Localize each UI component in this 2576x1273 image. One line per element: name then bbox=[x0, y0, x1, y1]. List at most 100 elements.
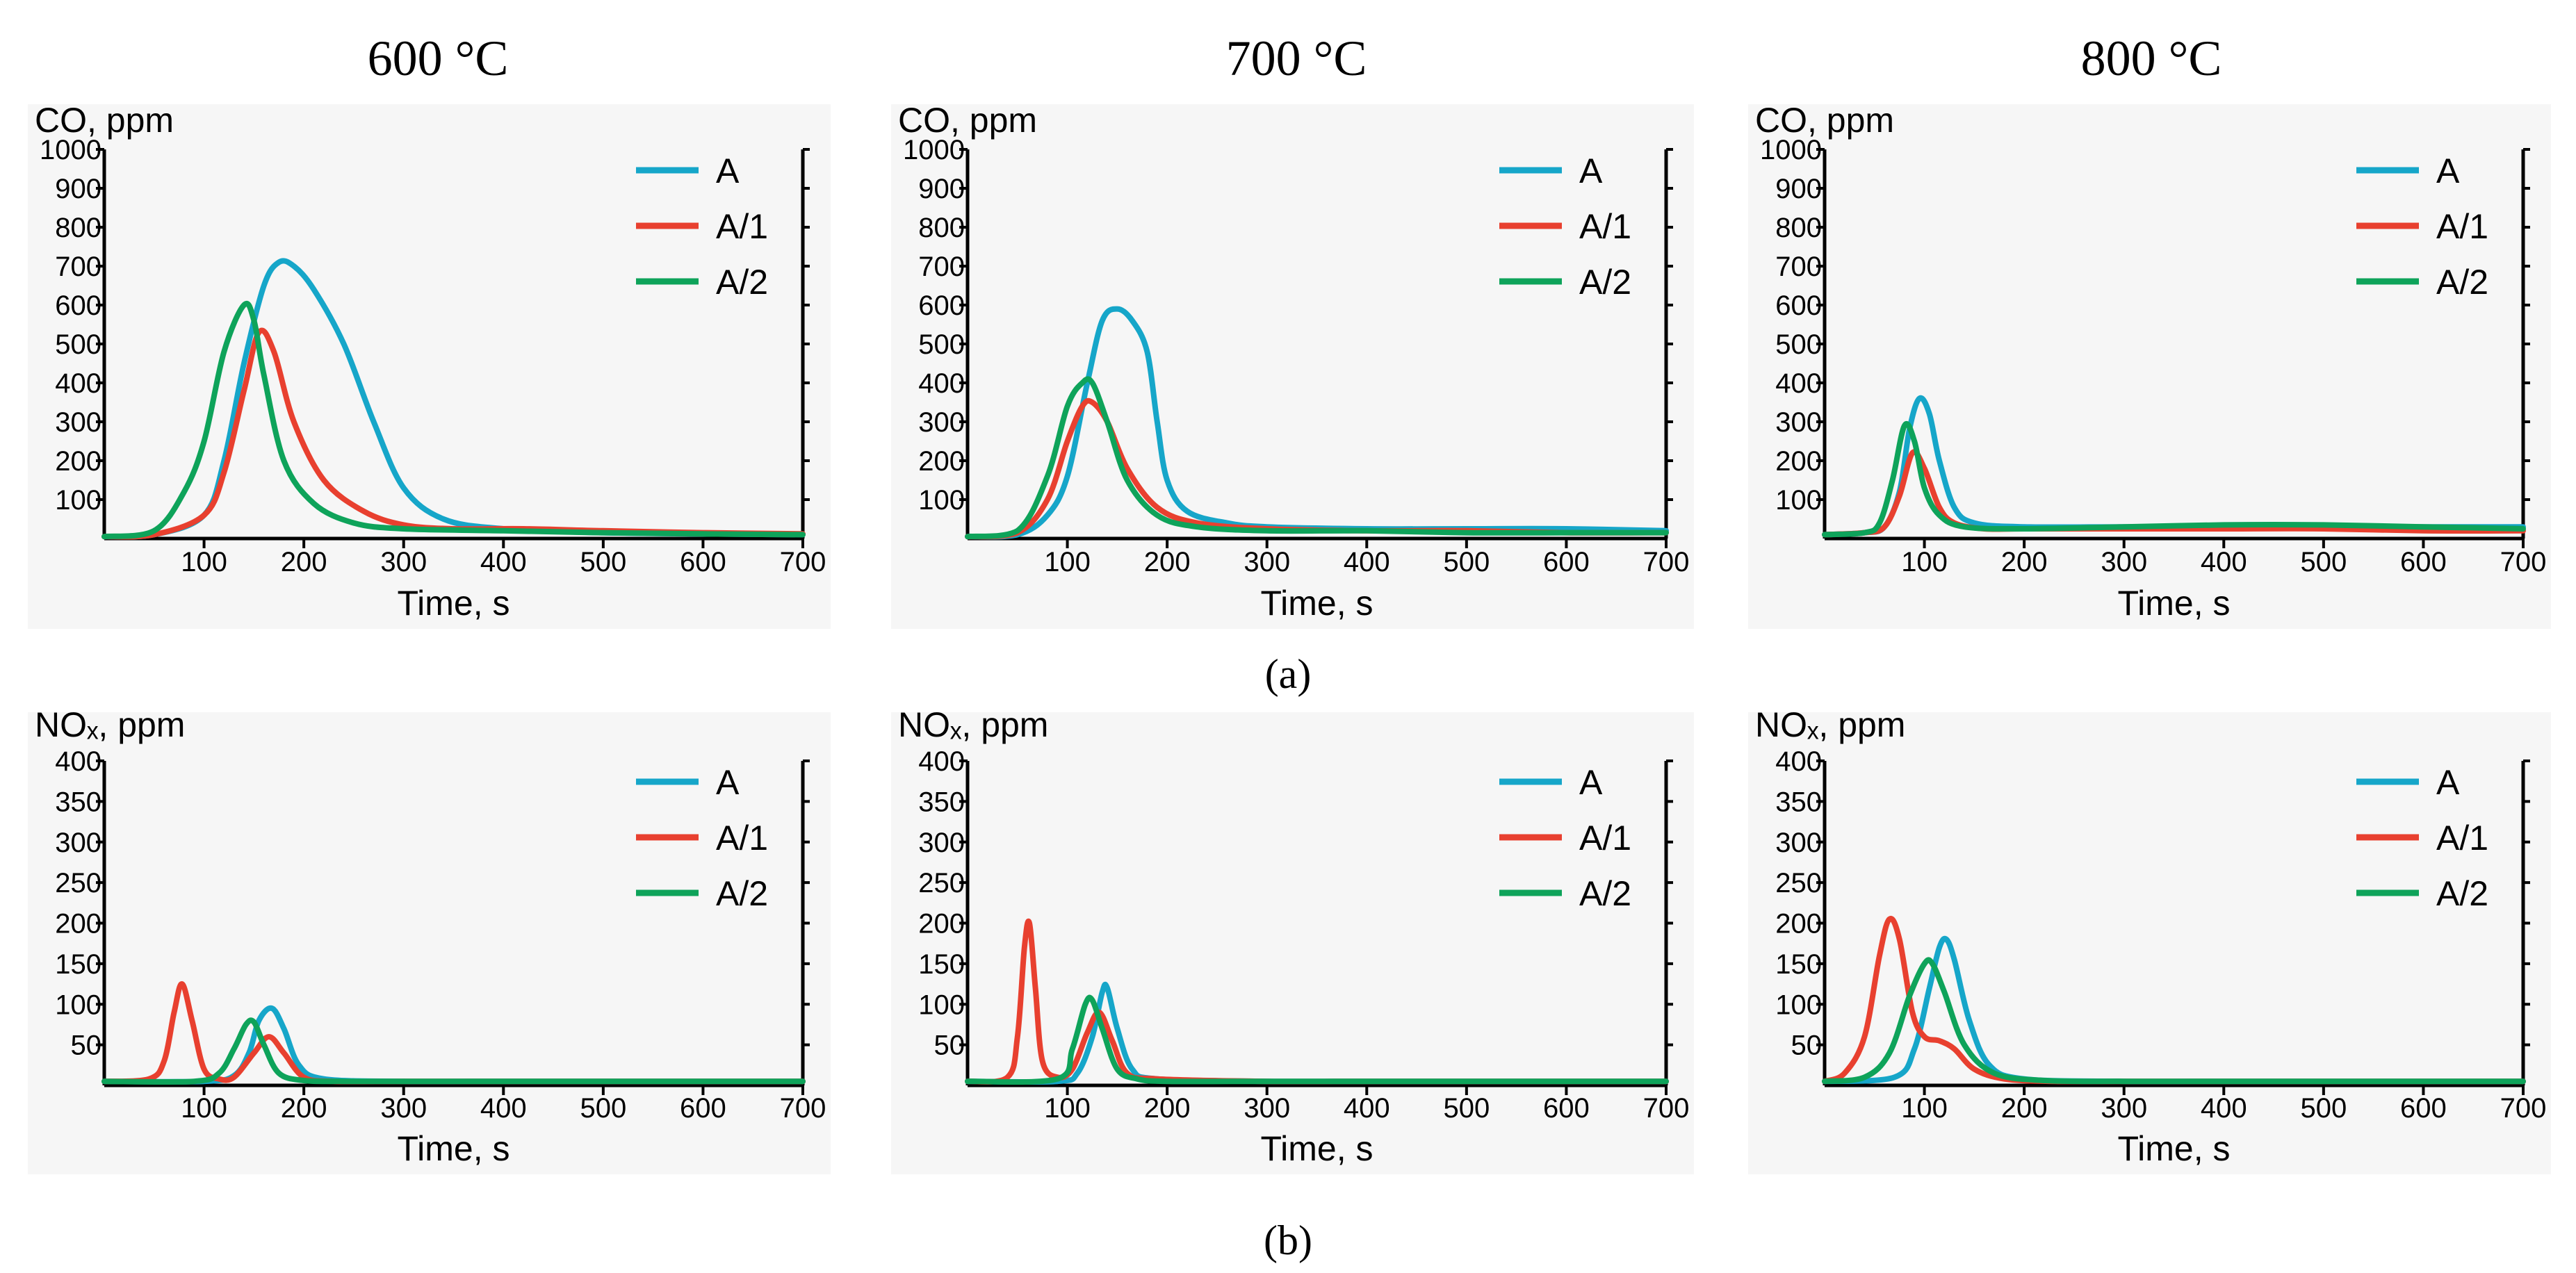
x-axis-label: Time, s bbox=[397, 1129, 510, 1168]
y-tick-label: 200 bbox=[1775, 446, 1822, 477]
temperature-title-800: 800 °C bbox=[2081, 31, 2222, 86]
x-tick-label: 200 bbox=[281, 547, 327, 577]
plot-background bbox=[28, 712, 831, 1174]
x-tick-label: 500 bbox=[1443, 547, 1490, 577]
series-line-A-2 bbox=[101, 1017, 806, 1085]
y-tick-label: 250 bbox=[918, 868, 965, 898]
x-tick-label: 500 bbox=[580, 547, 626, 577]
y-tick-label: 700 bbox=[1775, 252, 1822, 282]
y-tick-label: 300 bbox=[918, 828, 965, 858]
legend-label: A/1 bbox=[1579, 207, 1631, 246]
x-tick-label: 100 bbox=[181, 547, 227, 577]
temperature-title-600: 600 °C bbox=[368, 31, 509, 86]
x-tick-label: 400 bbox=[2201, 547, 2247, 577]
y-tick-label: 400 bbox=[1775, 746, 1822, 777]
y-tick-label: 200 bbox=[55, 909, 101, 939]
y-tick-label: 1000 bbox=[903, 135, 965, 165]
plot-background bbox=[1748, 104, 2551, 629]
temperature-title-700: 700 °C bbox=[1226, 31, 1367, 86]
y-tick-label: 400 bbox=[55, 368, 101, 399]
y-tick-label: 200 bbox=[1775, 909, 1822, 939]
y-tick-label: 100 bbox=[55, 989, 101, 1020]
y-tick-label: 800 bbox=[1775, 213, 1822, 243]
x-tick-label: 300 bbox=[380, 1093, 427, 1124]
x-tick-label: 200 bbox=[2001, 547, 2048, 577]
x-tick-label: 400 bbox=[1344, 547, 1390, 577]
y-tick-label: 600 bbox=[918, 290, 965, 321]
legend-label: A bbox=[2436, 151, 2460, 190]
y-tick-label: 200 bbox=[918, 909, 965, 939]
y-tick-label: 700 bbox=[918, 252, 965, 282]
y-axis-label: NOₓ, ppm bbox=[35, 705, 185, 744]
y-tick-label: 300 bbox=[55, 828, 101, 858]
y-tick-label: 500 bbox=[55, 329, 101, 360]
legend-label: A bbox=[716, 151, 740, 190]
y-tick-label: 250 bbox=[1775, 868, 1822, 898]
y-tick-label: 300 bbox=[1775, 828, 1822, 858]
x-tick-label: 500 bbox=[2300, 547, 2347, 577]
x-tick-label: 300 bbox=[1244, 547, 1290, 577]
caption-a: (a) bbox=[1265, 651, 1312, 697]
x-tick-label: 500 bbox=[1443, 1093, 1490, 1124]
y-axis-label: CO, ppm bbox=[1755, 101, 1894, 140]
x-tick-label: 700 bbox=[1643, 1093, 1690, 1124]
x-axis-label: Time, s bbox=[1260, 584, 1373, 623]
caption-b: (b) bbox=[1264, 1217, 1312, 1263]
series-line-A-2 bbox=[965, 376, 1669, 540]
y-tick-label: 200 bbox=[55, 446, 101, 477]
y-tick-label: 900 bbox=[55, 174, 101, 204]
y-tick-label: 150 bbox=[55, 949, 101, 980]
y-tick-label: 600 bbox=[1775, 290, 1822, 321]
chart-a-600: 100 200 300 400 500 600 700 800 900 1000 100 200 300… bbox=[28, 101, 831, 629]
y-tick-label: 150 bbox=[1775, 949, 1822, 980]
y-tick-label: 300 bbox=[918, 407, 965, 438]
x-tick-label: 700 bbox=[1643, 547, 1690, 577]
x-tick-label: 200 bbox=[2001, 1093, 2048, 1124]
x-tick-label: 600 bbox=[2400, 1093, 2447, 1124]
x-tick-label: 400 bbox=[480, 547, 527, 577]
legend-label: A/1 bbox=[2436, 819, 2488, 857]
y-tick-label: 400 bbox=[1775, 368, 1822, 399]
y-tick-label: 350 bbox=[1775, 787, 1822, 817]
series-line-A-2 bbox=[1822, 421, 2526, 538]
legend-label: A/2 bbox=[2436, 263, 2488, 302]
x-tick-label: 100 bbox=[181, 1093, 227, 1124]
y-tick-label: 300 bbox=[55, 407, 101, 438]
legend-label: A/1 bbox=[2436, 207, 2488, 246]
legend-label: A/1 bbox=[716, 207, 768, 246]
y-axis-label: CO, ppm bbox=[898, 101, 1037, 140]
y-tick-label: 500 bbox=[1775, 329, 1822, 360]
x-tick-label: 300 bbox=[2101, 1093, 2147, 1124]
x-tick-label: 400 bbox=[1344, 1093, 1390, 1124]
plot-background bbox=[891, 104, 1694, 629]
x-tick-label: 100 bbox=[1901, 1093, 1948, 1124]
x-tick-label: 400 bbox=[2201, 1093, 2247, 1124]
y-tick-label: 1000 bbox=[1760, 135, 1822, 165]
series-line-A-2 bbox=[101, 300, 806, 540]
x-tick-label: 700 bbox=[780, 547, 826, 577]
legend-label: A/2 bbox=[1579, 874, 1631, 913]
x-tick-label: 400 bbox=[480, 1093, 527, 1124]
x-axis-label: Time, s bbox=[1260, 1129, 1373, 1168]
legend-label: A/2 bbox=[716, 874, 768, 913]
chart-b-700: 50 100 150 200 250 300 350 400 100 200 300 400 500 60… bbox=[891, 705, 1694, 1174]
chart-a-700: 100 200 300 400 500 600 700 800 900 1000 100 200 300… bbox=[891, 101, 1694, 629]
y-axis-label: CO, ppm bbox=[35, 101, 174, 140]
x-tick-label: 200 bbox=[1144, 547, 1191, 577]
series-line-A-2 bbox=[1822, 957, 2526, 1085]
x-tick-label: 200 bbox=[1144, 1093, 1191, 1124]
x-tick-label: 700 bbox=[2500, 547, 2547, 577]
y-tick-label: 100 bbox=[1775, 989, 1822, 1020]
y-tick-label: 200 bbox=[918, 446, 965, 477]
y-tick-label: 1000 bbox=[40, 135, 101, 165]
series-line-A-2 bbox=[965, 994, 1669, 1085]
x-axis-label: Time, s bbox=[397, 584, 510, 623]
x-tick-label: 100 bbox=[1901, 547, 1948, 577]
y-tick-label: 900 bbox=[918, 174, 965, 204]
chart-panels: 100 200 300 400 500 600 700 800 900 1000 100 200 300… bbox=[28, 101, 2551, 1174]
x-tick-label: 300 bbox=[2101, 547, 2147, 577]
y-tick-label: 100 bbox=[918, 989, 965, 1020]
y-tick-label: 800 bbox=[918, 213, 965, 243]
y-tick-label: 150 bbox=[918, 949, 965, 980]
